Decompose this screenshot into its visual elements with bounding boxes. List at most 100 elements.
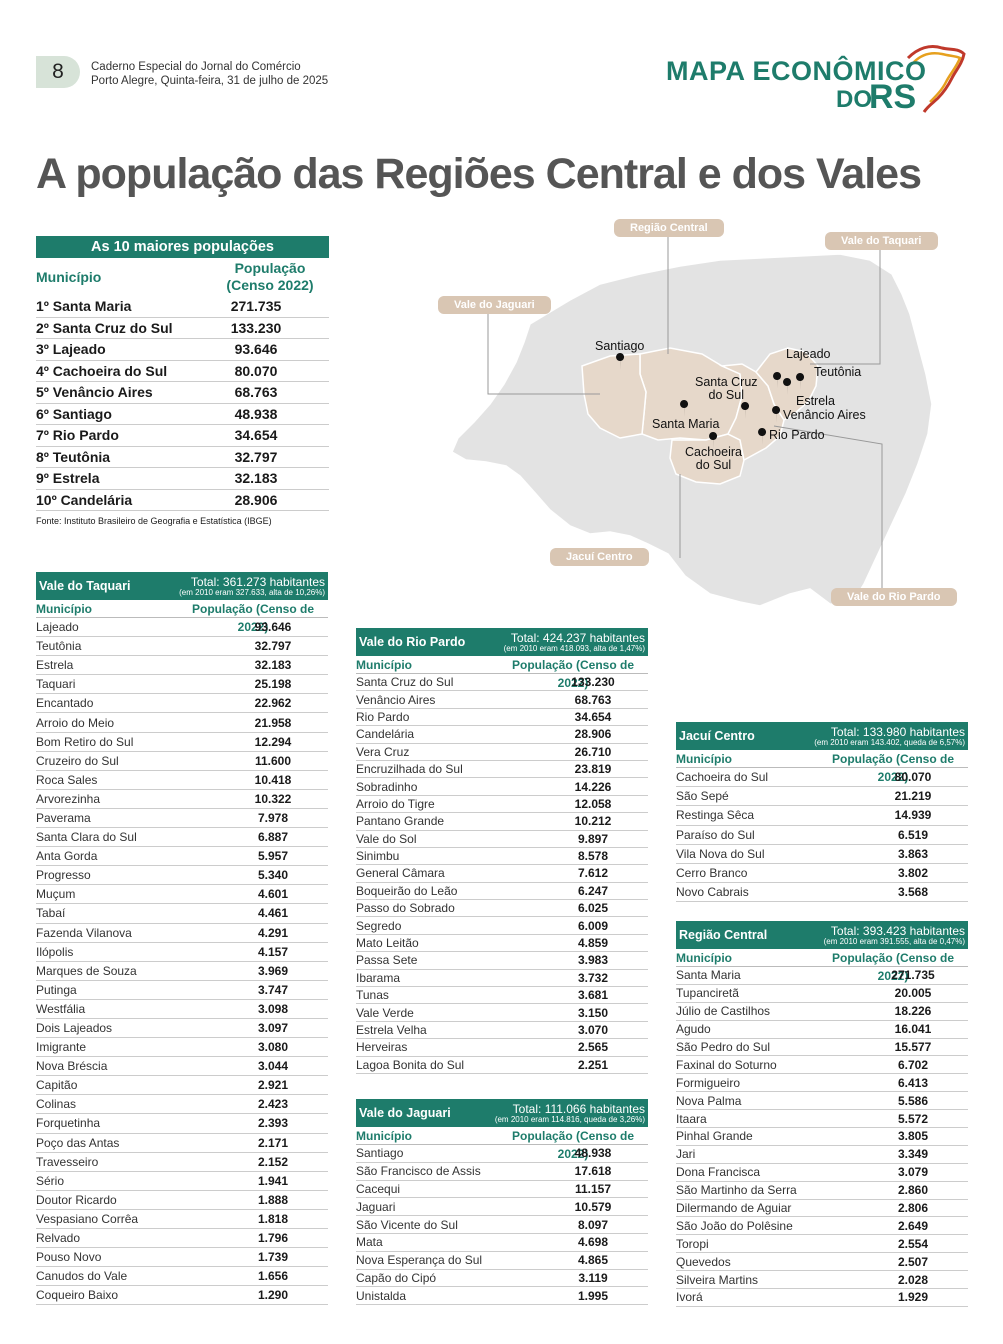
- municipio-name: Westfália: [36, 1001, 86, 1016]
- table-row: Rio Pardo 34.654: [356, 709, 648, 727]
- municipio-name: Mata: [356, 1235, 383, 1250]
- municipio-population: 9.897: [577, 831, 609, 846]
- rs-state-map: [451, 236, 933, 607]
- table-row: São Pedro do Sul 15.577: [676, 1039, 968, 1057]
- region-total-note: (em 2010 eram 327.633, alta de 10,26%): [179, 587, 325, 597]
- municipio-population: 25.198: [254, 677, 292, 692]
- municipio-name: Paraíso do Sul: [676, 827, 755, 842]
- municipio-population: 1.941: [257, 1173, 289, 1188]
- table-row: Jaguari 10.579: [356, 1198, 648, 1217]
- municipio-name: Roca Sales: [36, 772, 98, 787]
- municipio-name: Cerro Branco: [676, 866, 748, 881]
- table-row: São Sepé 21.219: [676, 787, 968, 807]
- table-row: Coqueiro Baixo 1.290: [36, 1286, 328, 1306]
- top10-municipio: 7º Rio Pardo: [36, 427, 119, 443]
- table-row: São Vicente do Sul 8.097: [356, 1216, 648, 1234]
- municipio-name: Dois Lajeados: [36, 1021, 113, 1036]
- municipio-name: Fazenda Vilanova: [36, 925, 132, 940]
- page-title: A população das Regiões Central e dos Va…: [36, 150, 922, 198]
- city-santa-cruz-line2: do Sul: [708, 388, 744, 402]
- table-row: Westfália 3.098: [36, 1000, 328, 1019]
- table-row: Boqueirão do Leão 6.247: [356, 883, 648, 901]
- municipio-population: 23.819: [574, 762, 612, 777]
- table-row: Sério 1.941: [36, 1172, 328, 1191]
- municipio-name: Candelária: [356, 727, 415, 742]
- table-row: Lagoa Bonita do Sul 2.251: [356, 1057, 648, 1074]
- table-row: São Martinho da Serra 2.860: [676, 1182, 968, 1200]
- municipio-name: Ibarama: [356, 970, 401, 985]
- municipio-population: 80.070: [894, 770, 932, 785]
- table-row: Quevedos 2.507: [676, 1253, 968, 1272]
- region-name: Vale do Jaguari: [359, 1106, 451, 1120]
- pin-santa-cruz: [741, 402, 750, 419]
- top10-municipio: 1º Santa Maria: [36, 298, 132, 314]
- municipio-name: Anta Gorda: [36, 849, 98, 864]
- municipio-name: Arvorezinha: [36, 791, 101, 806]
- municipio-population: 93.646: [254, 620, 292, 635]
- municipio-population: 2.860: [897, 1183, 929, 1198]
- table-row: Encruzilhada do Sul 23.819: [356, 761, 648, 779]
- municipio-population: 3.098: [257, 1001, 289, 1016]
- municipio-name: Silveira Martins: [676, 1272, 759, 1287]
- municipio-name: Santa Clara do Sul: [36, 830, 137, 845]
- municipio-population: 3.681: [577, 988, 609, 1003]
- municipio-name: Santa Maria: [676, 968, 741, 983]
- municipio-name: Cachoeira do Sul: [676, 770, 769, 785]
- region-total: Total: 133.980 habitantes (em 2010 eram 1…: [814, 726, 965, 747]
- municipio-name: Canudos do Vale: [36, 1269, 128, 1284]
- municipio-name: Jaguari: [356, 1199, 396, 1214]
- municipio-population: 14.226: [574, 779, 612, 794]
- municipio-population: 3.805: [897, 1129, 929, 1144]
- region-total: Total: 424.237 habitantes (em 2010 eram 4…: [504, 632, 645, 653]
- city-venancio-aires: Venâncio Aires: [783, 408, 866, 422]
- municipio-population: 34.654: [574, 709, 612, 724]
- municipio-name: Arroio do Tigre: [356, 796, 435, 811]
- table-row: Capitão 2.921: [36, 1076, 328, 1096]
- municipio-name: Dona Francisca: [676, 1165, 761, 1180]
- region-total-value: Total: 424.237 habitantes: [510, 630, 645, 645]
- municipio-name: Venâncio Aires: [356, 692, 436, 707]
- table-row: Formigueiro 6.413: [676, 1074, 968, 1093]
- table-row: Herveiras 2.565: [356, 1039, 648, 1057]
- table-row: Pouso Novo 1.739: [36, 1248, 328, 1268]
- municipio-population: 8.097: [577, 1217, 609, 1232]
- municipio-name: Capitão: [36, 1078, 78, 1093]
- table-row: Mato Leitão 4.859: [356, 935, 648, 953]
- municipio-population: 12.058: [574, 796, 612, 811]
- municipio-population: 6.702: [897, 1057, 929, 1072]
- table-row: Sinimbu 8.578: [356, 848, 648, 866]
- top10-municipio: 3º Lajeado: [36, 341, 106, 357]
- municipio-name: Pantano Grande: [356, 814, 445, 829]
- label-vale-rio-pardo: Vale do Rio Pardo: [831, 588, 957, 606]
- label-regiao-central: Região Central: [614, 219, 724, 237]
- top10-populacao: 32.797: [234, 448, 278, 465]
- city-santiago: Santiago: [595, 339, 645, 353]
- municipio-population: 6.025: [577, 901, 609, 916]
- top10-col-municipio: Município: [36, 269, 102, 285]
- municipio-name: Colinas: [36, 1097, 77, 1112]
- municipio-name: Santa Cruz do Sul: [356, 675, 454, 690]
- region-header: Vale do Taquari Total: 361.273 habitantes…: [36, 572, 328, 600]
- pin-lajeado: [773, 372, 782, 389]
- city-cachoeira-line2: do Sul: [695, 458, 732, 472]
- municipio-population: 4.865: [577, 1253, 609, 1268]
- city-santa-cruz-line1: Santa Cruz: [695, 375, 758, 389]
- publication-name: Caderno Especial do Jornal do Comércio: [91, 61, 301, 73]
- table-row: Nova Palma 5.586: [676, 1092, 968, 1111]
- municipio-name: Cruzeiro do Sul: [36, 753, 119, 768]
- municipio-name: Muçum: [36, 887, 76, 902]
- municipio-name: Rio Pardo: [356, 709, 410, 724]
- table-row: Ibarama 3.732: [356, 970, 648, 988]
- top10-row: 1º Santa Maria 271.735: [36, 296, 329, 318]
- municipio-population: 6.413: [897, 1075, 929, 1090]
- municipio-name: Doutor Ricardo: [36, 1192, 117, 1207]
- municipio-name: Estrela Velha: [356, 1023, 427, 1037]
- municipio-population: 1.290: [257, 1288, 289, 1303]
- table-row: Pinhal Grande 3.805: [676, 1128, 968, 1146]
- municipio-population: 2.554: [897, 1236, 929, 1251]
- municipio-population: 11.157: [574, 1181, 612, 1196]
- municipio-name: Mato Leitão: [356, 936, 419, 951]
- municipio-population: 6.009: [577, 918, 609, 933]
- table-row: Unistalda 1.995: [356, 1287, 648, 1306]
- table-row: Nova Esperança do Sul 4.865: [356, 1252, 648, 1270]
